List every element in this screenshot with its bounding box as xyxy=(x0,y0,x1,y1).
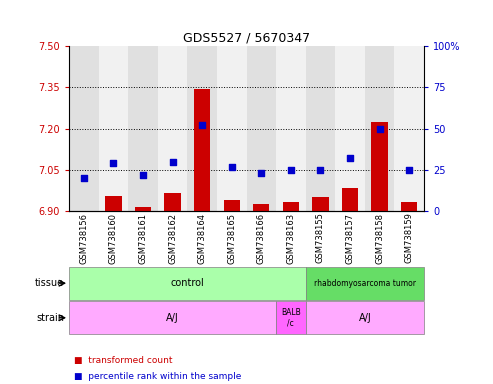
Bar xyxy=(253,204,269,211)
Point xyxy=(346,155,354,161)
Bar xyxy=(306,46,335,211)
Bar xyxy=(283,202,299,211)
Text: ■  transformed count: ■ transformed count xyxy=(74,356,173,366)
Bar xyxy=(401,202,417,211)
Text: BALB
/c: BALB /c xyxy=(281,308,301,328)
Point xyxy=(169,159,176,165)
Bar xyxy=(135,207,151,211)
Point xyxy=(228,164,236,170)
Bar xyxy=(394,46,424,211)
Bar xyxy=(69,301,276,334)
Bar xyxy=(69,267,306,300)
Point xyxy=(376,126,384,132)
Bar xyxy=(313,197,329,211)
Point xyxy=(287,167,295,173)
Text: ■  percentile rank within the sample: ■ percentile rank within the sample xyxy=(74,372,242,381)
Point xyxy=(139,172,147,178)
Bar xyxy=(194,89,211,211)
Bar xyxy=(342,188,358,211)
Bar xyxy=(224,200,240,211)
Bar xyxy=(217,46,246,211)
Bar xyxy=(99,46,128,211)
Bar xyxy=(187,46,217,211)
Bar xyxy=(158,46,187,211)
Text: control: control xyxy=(171,278,204,288)
Bar xyxy=(335,46,365,211)
Bar xyxy=(365,46,394,211)
Bar xyxy=(128,46,158,211)
Text: GDS5527 / 5670347: GDS5527 / 5670347 xyxy=(183,31,310,44)
Bar xyxy=(372,122,387,211)
Point xyxy=(405,167,413,173)
Bar xyxy=(276,301,306,334)
Point xyxy=(109,160,117,166)
Point xyxy=(198,122,206,128)
Text: tissue: tissue xyxy=(35,278,64,288)
Bar xyxy=(69,46,99,211)
Bar xyxy=(165,193,181,211)
Bar xyxy=(276,46,306,211)
Point xyxy=(257,170,265,176)
Point xyxy=(317,167,324,173)
Text: rhabdomyosarcoma tumor: rhabdomyosarcoma tumor xyxy=(314,279,416,288)
Bar xyxy=(306,301,424,334)
Bar xyxy=(106,196,122,211)
Point xyxy=(80,175,88,181)
Text: strain: strain xyxy=(36,313,64,323)
Text: A/J: A/J xyxy=(166,313,179,323)
Text: A/J: A/J xyxy=(358,313,371,323)
Bar xyxy=(246,46,276,211)
Bar xyxy=(306,267,424,300)
